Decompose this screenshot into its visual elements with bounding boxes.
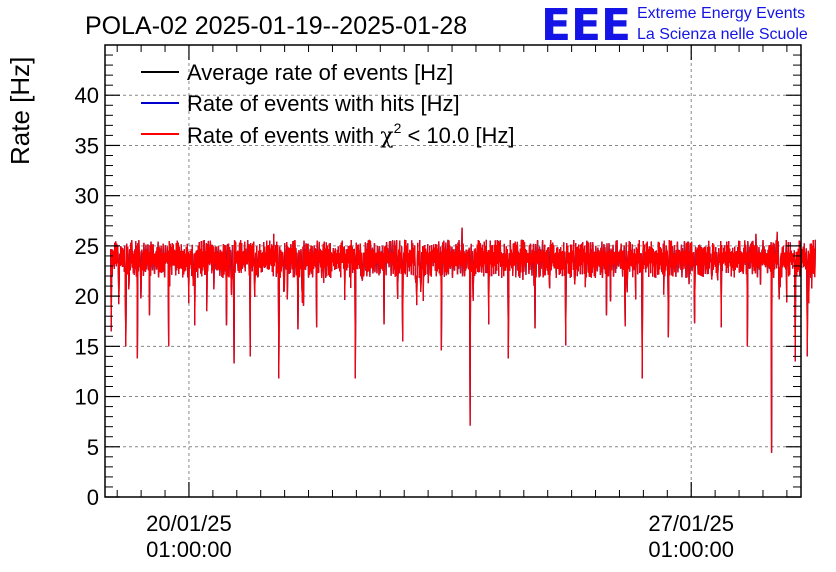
y-tick-labels: 0 5 10 15 20 25 30 35 40 (75, 83, 99, 510)
axis-ticks (105, 45, 801, 498)
x-tick-label-time: 01:00:00 (648, 537, 734, 562)
chart-title: POLA-02 2025-01-19--2025-01-28 (85, 12, 467, 40)
plot-frame (104, 44, 802, 498)
x-tick-label-date: 20/01/25 (146, 511, 232, 536)
data-series (110, 227, 816, 453)
legend-label-chi2: Rate of events with χ2 < 10.0 [Hz] (187, 120, 514, 149)
y-tick-label: 30 (75, 184, 99, 209)
legend-chi2-prefix: Rate of events with (187, 123, 380, 148)
legend-chi2-suffix: < 10.0 [Hz] (401, 123, 514, 148)
logo-mark: EEE (541, 0, 631, 51)
y-tick-label: 25 (75, 234, 99, 259)
y-tick-label: 10 (75, 385, 99, 410)
series-chi2-rate (110, 227, 816, 453)
legend-label-average: Average rate of events [Hz] (187, 60, 453, 85)
logo-line1: Extreme Energy Events (637, 5, 805, 22)
legend-chi2-sup: 2 (394, 120, 402, 136)
y-axis-label: Rate [Hz] (5, 57, 35, 165)
y-tick-label: 40 (75, 83, 99, 108)
y-tick-label: 15 (75, 334, 99, 359)
legend-label-hits: Rate of events with hits [Hz] (187, 91, 460, 116)
legend: Average rate of events [Hz] Rate of even… (141, 60, 514, 149)
eee-logo: EEE Extreme Energy Events La Scienza nel… (541, 0, 808, 51)
y-tick-label: 35 (75, 133, 99, 158)
grid (105, 45, 801, 497)
y-tick-label: 0 (87, 485, 99, 510)
x-tick-label-date: 27/01/25 (648, 511, 734, 536)
x-tick-label-time: 01:00:00 (146, 537, 232, 562)
logo-line2: La Scienza nelle Scuole (637, 26, 808, 43)
legend-chi2-symbol: χ (380, 124, 393, 149)
y-tick-label: 20 (75, 284, 99, 309)
y-tick-label: 5 (87, 435, 99, 460)
